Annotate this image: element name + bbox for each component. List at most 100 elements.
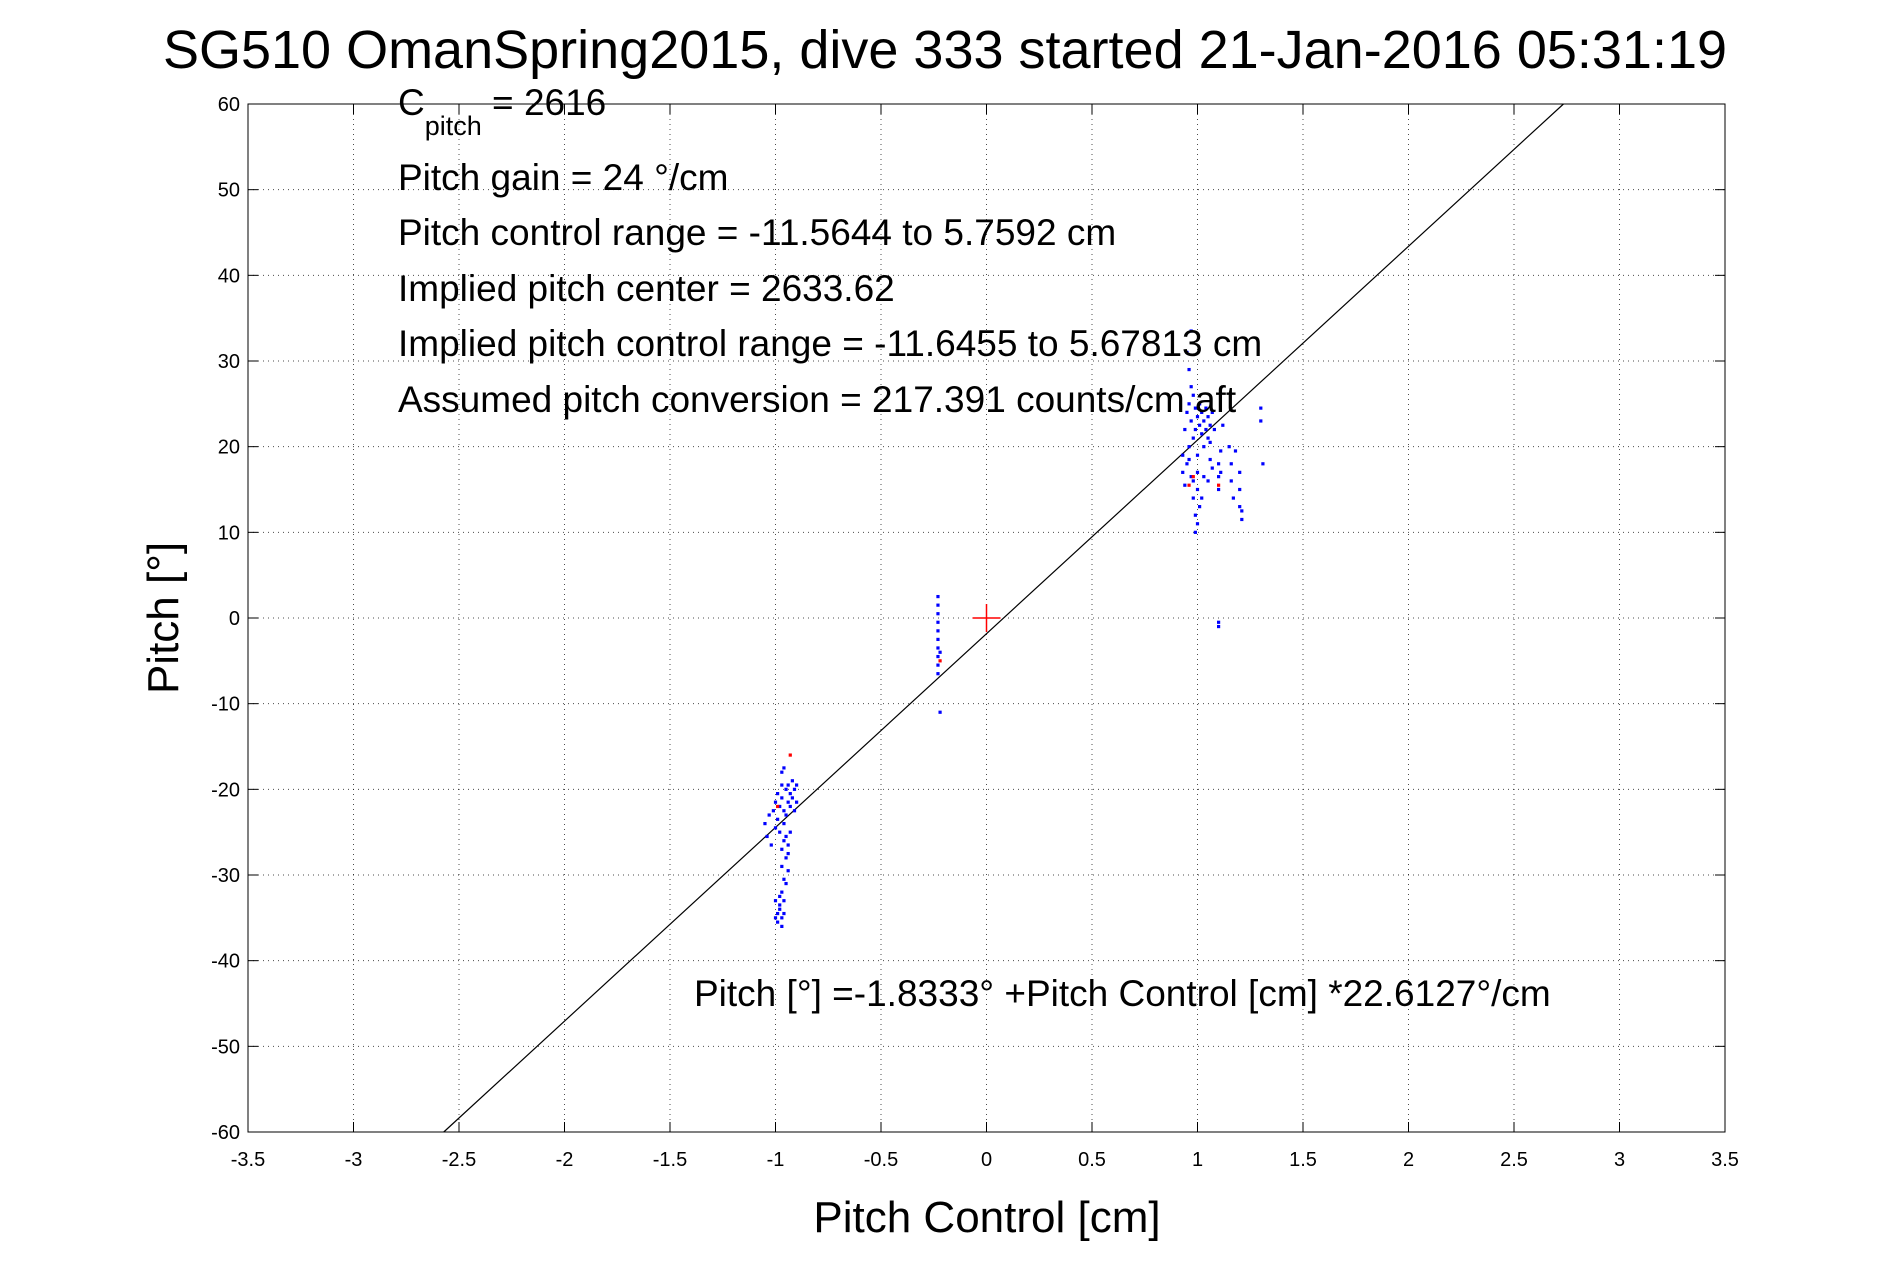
- data-points: [763, 329, 1265, 928]
- data-point: [773, 899, 778, 903]
- x-tick-label: 0.5: [1078, 1149, 1106, 1171]
- c-pitch-value: = 2616: [482, 82, 606, 123]
- data-point: [780, 890, 784, 894]
- data-point: [784, 834, 788, 839]
- data-point: [1233, 449, 1238, 453]
- x-tick-label: 1: [1192, 1149, 1203, 1171]
- data-point: [773, 800, 778, 804]
- data-point: [790, 796, 794, 800]
- flagged-data-point: [776, 804, 780, 809]
- data-point: [780, 924, 784, 928]
- data-point: [1191, 496, 1195, 500]
- data-point: [936, 637, 940, 642]
- data-point: [784, 881, 788, 886]
- data-point: [1191, 479, 1195, 483]
- data-point: [782, 899, 786, 903]
- data-point: [1195, 415, 1200, 419]
- implied-center-annotation: Implied pitch center = 2633.62: [398, 268, 895, 309]
- data-point: [1195, 453, 1200, 457]
- data-point: [1261, 462, 1265, 466]
- data-point: [778, 830, 782, 834]
- chart-title: SG510 OmanSpring2015, dive 333 started 2…: [163, 20, 1727, 80]
- data-point: [1181, 453, 1185, 457]
- x-tick-label: -2.5: [442, 1149, 476, 1171]
- data-point: [782, 839, 786, 843]
- implied-range-annotation: Implied pitch control range = -11.6455 t…: [398, 323, 1262, 364]
- data-point: [776, 920, 780, 924]
- data-point: [936, 612, 940, 616]
- data-point: [782, 809, 786, 813]
- data-point: [780, 847, 784, 851]
- data-point: [1193, 513, 1197, 517]
- data-point: [767, 813, 771, 817]
- c-pitch-main: C: [398, 82, 425, 123]
- data-point: [936, 672, 940, 676]
- x-tick-label: -0.5: [864, 1149, 898, 1171]
- y-tick-label: -60: [211, 1122, 240, 1144]
- flagged-data-point: [1187, 483, 1191, 487]
- data-point: [784, 813, 788, 817]
- data-point: [1231, 496, 1235, 500]
- data-point: [1221, 423, 1225, 427]
- data-point: [1217, 487, 1221, 492]
- x-tick-label: 3: [1614, 1149, 1625, 1171]
- data-point: [1208, 457, 1212, 462]
- y-tick-label: 10: [218, 522, 240, 544]
- y-tick-label: -10: [211, 694, 240, 716]
- data-point: [1200, 410, 1204, 414]
- data-point: [795, 783, 799, 787]
- y-tick-label: 60: [218, 94, 240, 116]
- data-point: [773, 826, 778, 830]
- data-point: [780, 770, 784, 774]
- data-point: [1219, 470, 1223, 474]
- data-point: [936, 654, 940, 659]
- data-point: [1206, 479, 1210, 483]
- y-tick-label: -50: [211, 1036, 240, 1058]
- data-point: [936, 620, 940, 624]
- c-pitch-subscript: pitch: [425, 111, 482, 141]
- data-point: [788, 792, 792, 796]
- data-point: [776, 817, 780, 821]
- data-point: [784, 787, 788, 791]
- x-tick-label: -3.5: [231, 1149, 265, 1171]
- data-point: [1187, 457, 1191, 462]
- data-point: [936, 603, 940, 607]
- data-point: [782, 911, 786, 916]
- data-point: [1206, 415, 1210, 419]
- data-point: [1200, 496, 1204, 500]
- data-point: [936, 663, 940, 667]
- data-point: [1185, 410, 1189, 414]
- x-axis-label: Pitch Control [cm]: [813, 1193, 1160, 1242]
- data-point: [1229, 479, 1233, 483]
- data-point: [1202, 419, 1206, 423]
- y-tick-label: -20: [211, 779, 240, 801]
- data-point: [778, 907, 782, 911]
- data-point: [792, 809, 797, 813]
- x-tick-label: 3.5: [1711, 1149, 1739, 1171]
- data-point: [1206, 436, 1210, 440]
- data-point: [782, 822, 786, 826]
- data-point: [1189, 385, 1193, 389]
- data-point: [778, 894, 782, 899]
- x-tick-label: -2: [556, 1149, 574, 1171]
- data-point: [765, 834, 769, 839]
- data-point: [1189, 475, 1193, 479]
- data-point: [1238, 470, 1242, 474]
- data-point: [1187, 402, 1191, 406]
- data-point: [795, 800, 799, 804]
- data-point: [1217, 462, 1221, 466]
- data-point: [786, 851, 790, 856]
- data-point: [1212, 427, 1216, 432]
- data-point: [784, 856, 788, 860]
- data-point: [1195, 487, 1200, 492]
- data-point: [1200, 432, 1204, 436]
- flagged-data-point: [1217, 483, 1221, 487]
- data-point: [936, 629, 940, 633]
- data-point: [1191, 436, 1195, 440]
- data-point: [1240, 509, 1244, 513]
- x-tick-label: -3: [345, 1149, 363, 1171]
- data-point: [1191, 393, 1195, 397]
- data-point: [792, 787, 797, 791]
- x-tick-label: -1.5: [653, 1149, 687, 1171]
- data-point: [786, 783, 790, 787]
